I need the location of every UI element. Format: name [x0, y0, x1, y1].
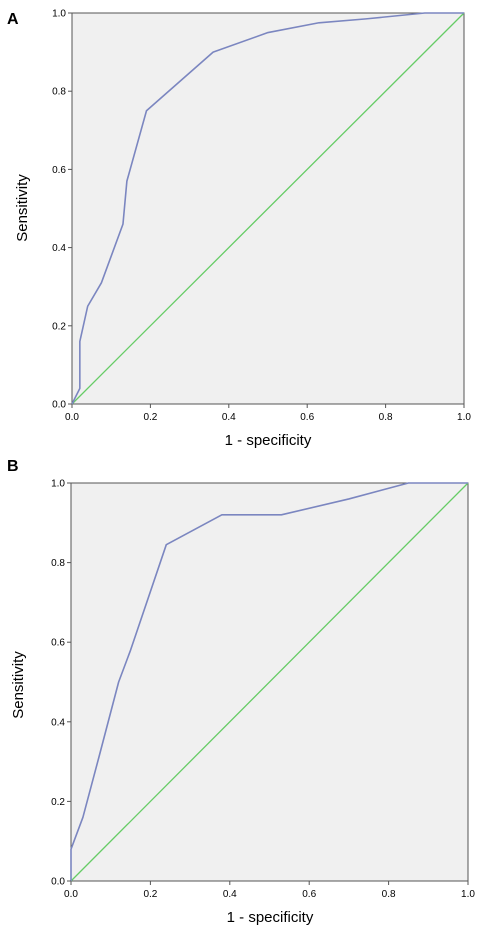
y-tick-label: 1.0	[51, 479, 65, 490]
panel-b-x-ticks: 0.0 0.2 0.4 0.6 0.8 1.0	[64, 881, 475, 900]
x-tick-label: 0.4	[222, 412, 236, 423]
y-tick-label: 0.0	[52, 400, 66, 411]
x-tick-label: 1.0	[461, 889, 475, 900]
y-tick-label: 1.0	[52, 9, 66, 20]
y-tick-label: 0.8	[51, 558, 65, 569]
x-tick-label: 0.6	[300, 412, 314, 423]
panel-b: B 0.0 0.2 0.4 0.6 0.8 1.0 0.00.20.40.60.81.0 …	[7, 458, 475, 926]
x-tick-label: 0.6	[302, 889, 316, 900]
x-tick-label: 0.4	[223, 889, 237, 900]
panel-a-reference-line	[71, 12, 465, 405]
reference-line	[71, 12, 465, 405]
x-tick-label: 0.2	[143, 889, 157, 900]
roc-curve-line	[70, 482, 468, 881]
panel-b-roc-curve	[70, 482, 468, 881]
panel-b-y-ticks: 0.0 0.2 0.4 0.6 0.8 1.0	[51, 479, 71, 888]
panel-a-y-ticks: 0.0 0.2 0.4 0.6 0.8 1.0	[52, 9, 72, 411]
panel-b-reference-line	[70, 482, 469, 882]
y-tick-label: 0.6	[51, 638, 65, 649]
y-tick-label: 0.4	[52, 243, 66, 254]
panel-b-letter: B	[7, 458, 19, 475]
panel-a-letter: A	[7, 11, 19, 28]
y-tick-label: 0.2	[52, 321, 66, 332]
roc-curve-line	[71, 12, 464, 405]
x-tick-label: 0.2	[143, 412, 157, 423]
panel-a: A 0.0 0.2 0.4 0.6 0.8 1.0 0.00.20.40.60.81.0 …	[7, 9, 471, 450]
x-tick-label: 0.0	[64, 889, 78, 900]
panel-b-x-axis-label: 1 - specificity	[227, 909, 314, 926]
panel-a-x-axis-label: 1 - specificity	[225, 432, 312, 449]
y-tick-label: 0.4	[51, 717, 65, 728]
y-tick-label: 0.8	[52, 87, 66, 98]
panel-a-y-axis-label: Sensitivity	[14, 174, 31, 242]
y-tick-label: 0.2	[51, 797, 65, 808]
x-tick-label: 0.8	[382, 889, 396, 900]
y-tick-label: 0.6	[52, 165, 66, 176]
panel-a-x-ticks: 0.0 0.2 0.4 0.6 0.8 1.0	[65, 404, 471, 423]
x-tick-label: 0.0	[65, 412, 79, 423]
x-tick-label: 1.0	[457, 412, 471, 423]
reference-line	[70, 482, 469, 882]
panel-b-y-axis-label: Sensitivity	[10, 651, 27, 719]
panel-a-roc-curve	[71, 12, 464, 405]
y-tick-label: 0.0	[51, 877, 65, 888]
x-tick-label: 0.8	[379, 412, 393, 423]
